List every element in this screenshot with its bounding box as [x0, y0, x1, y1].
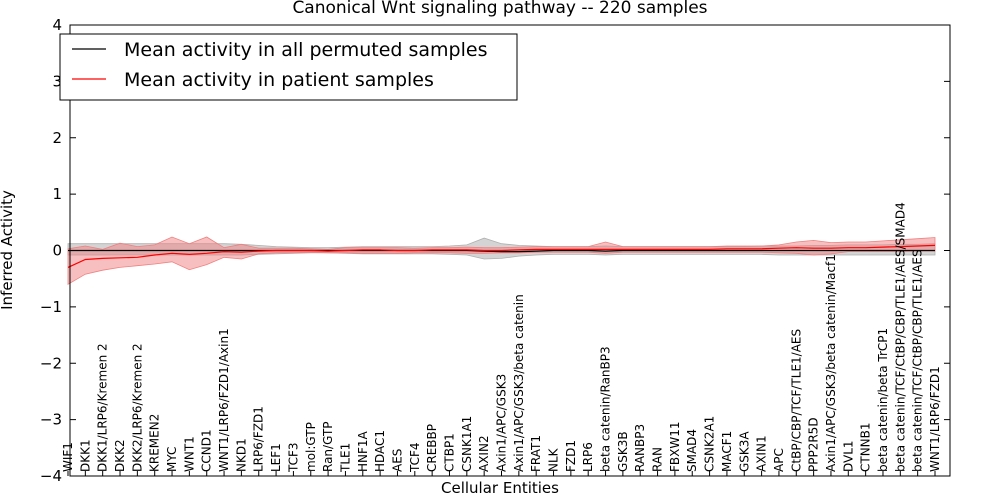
x-tick-label: AXIN2	[477, 435, 491, 472]
x-tick-label: Axin1/APC/GSK3/beta catenin/Macf1	[824, 254, 838, 472]
x-tick-label: LEF1	[269, 443, 283, 472]
x-tick-label: AXIN1	[755, 435, 769, 472]
legend-label-patient: Mean activity in patient samples	[124, 69, 434, 91]
y-tick-label: 4	[52, 16, 62, 34]
y-tick-label: 2	[52, 129, 62, 147]
x-tick-label: WNT1/LRP6/FZD1/Axin1	[217, 328, 231, 472]
x-tick-label: WIF1	[61, 442, 75, 472]
x-tick-label: mol:GTP	[304, 422, 318, 472]
x-axis-title: Cellular Entities	[441, 479, 559, 497]
x-tick-label: CSNK2A1	[703, 416, 717, 472]
y-tick-label: 0	[52, 242, 62, 260]
chart-title: Canonical Wnt signaling pathway -- 220 s…	[292, 0, 707, 18]
y-tick-label: 1	[52, 185, 62, 203]
x-tick-label: HNF1A	[356, 430, 370, 472]
x-tick-label: WNT1/LRP6/FZD1	[928, 366, 942, 472]
x-tick-label: CSNK1A1	[460, 416, 474, 472]
y-tick-label: −2	[40, 354, 62, 372]
x-tick-label: GSK3A	[737, 431, 751, 472]
x-tick-label: FBXW11	[668, 422, 682, 473]
x-tick-label: FZD1	[564, 440, 578, 472]
x-tick-label: AES	[391, 449, 405, 472]
y-tick-label: 3	[52, 72, 62, 90]
x-tick-label: TCF3	[286, 442, 300, 473]
x-tick-label: SMAD4	[685, 429, 699, 472]
x-tick-label: RAN	[651, 447, 665, 472]
x-tick-label: LRP6/FZD1	[252, 406, 266, 472]
x-tick-label: APC	[772, 448, 786, 472]
x-tick-label: CtBP/CBP/TCF/TLE1/AES	[789, 329, 803, 472]
x-tick-label: beta catenin/beta TrCP1	[876, 328, 890, 472]
line-series-0	[68, 249, 935, 253]
y-tick-label: −3	[40, 411, 62, 429]
x-tick-label: CTBP1	[443, 433, 457, 472]
x-tick-label: CREBBP	[425, 424, 439, 472]
x-tick-label: GSK3B	[616, 431, 630, 472]
x-tick-label: TLE1	[338, 443, 352, 473]
x-tick-label: beta catenin/TCF/CtBP/CBP/TLE1/AES/SMAD4	[893, 202, 907, 472]
confidence-bands	[67, 236, 936, 285]
x-tick-label: MACF1	[720, 431, 734, 472]
series-lines	[67, 244, 936, 268]
x-tick-label: DKK1/LRP6/Kremen 2	[96, 343, 110, 472]
legend: Mean activity in all permuted samples Me…	[59, 33, 518, 101]
x-tick-label: TCF4	[408, 442, 422, 473]
x-tick-label: HDAC1	[373, 430, 387, 472]
y-axis-title: Inferred Activity	[0, 190, 16, 310]
x-axis-category-labels: WIF1 DKK1 DKK1/LRP6/Kremen 2 DKK2 DKK2/LRP6/…	[61, 202, 942, 476]
x-tick-label: LRP6	[581, 442, 595, 472]
x-tick-label: NLK	[547, 447, 561, 472]
legend-box	[59, 33, 518, 101]
y-axis: −4 −3 −2 −1 0 1 2 3 4	[40, 16, 950, 485]
y-tick-label: −4	[40, 467, 62, 485]
x-tick-label: Axin1/APC/GSK3/beta catenin	[512, 294, 526, 472]
x-tick-label: Axin1/APC/GSK3	[495, 374, 509, 472]
x-tick-label: CCND1	[200, 429, 214, 472]
x-tick-label: Ran/GTP	[321, 421, 335, 472]
x-tick-label: RANBP3	[633, 424, 647, 472]
x-tick-label: DKK2	[113, 439, 127, 472]
x-tick-label: FRAT1	[529, 435, 543, 472]
x-tick-label: KREMEN2	[148, 414, 162, 472]
x-tick-label: WNT1	[182, 436, 196, 472]
x-tick-label: MYC	[165, 447, 179, 472]
y-tick-label: −1	[40, 298, 62, 316]
x-tick-label: DVL1	[841, 440, 855, 472]
x-tick-label: DKK1	[78, 439, 92, 472]
x-tick-label: CTNNB1	[859, 422, 873, 472]
x-tick-label: beta catenin/TCF/CtBP/CBP/TLE1/AES	[911, 249, 925, 472]
x-tick-label: PPP2R5D	[807, 417, 821, 472]
x-tick-label: NKD1	[234, 438, 248, 472]
legend-label-permuted: Mean activity in all permuted samples	[124, 39, 487, 61]
line-series-1	[67, 244, 936, 268]
x-tick-label: DKK2/LRP6/Kremen 2	[130, 343, 144, 472]
x-tick-label: beta catenin/RanBP3	[599, 346, 613, 472]
